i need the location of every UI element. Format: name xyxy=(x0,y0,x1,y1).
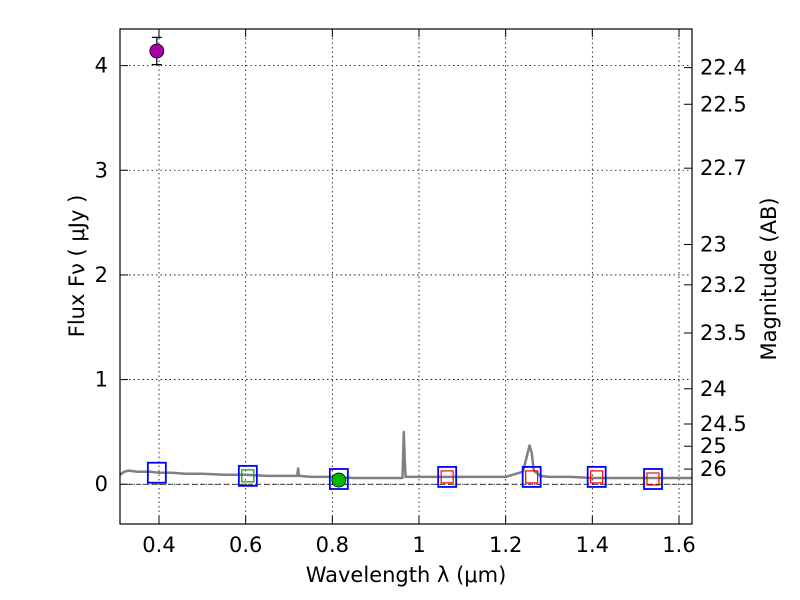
model-flux-marker xyxy=(643,468,663,490)
x-tick-label: 0.6 xyxy=(229,533,262,557)
y2-tick-label: 22.7 xyxy=(700,156,747,180)
y2-tick-label: 23.5 xyxy=(700,321,747,345)
y-tick-label: 1 xyxy=(95,368,108,392)
x-tick-label: 0.8 xyxy=(316,533,349,557)
y2-tick-label: 23.2 xyxy=(700,273,747,297)
observed-flux-marker xyxy=(440,470,454,484)
y-axis-label: Flux Fν ( μJy ) xyxy=(65,195,89,338)
plot-frame xyxy=(119,28,693,525)
plot-area xyxy=(119,36,692,490)
detection-point xyxy=(149,43,165,59)
y2-tick-label: 22.4 xyxy=(700,56,747,80)
y2-tick-label: 26 xyxy=(700,457,727,481)
x-tick-label: 1.4 xyxy=(576,533,609,557)
x-tick-label: 1.2 xyxy=(489,533,522,557)
observed-flux-marker xyxy=(525,470,539,484)
y-tick-label: 2 xyxy=(95,263,108,287)
x-tick-label: 1 xyxy=(412,533,425,557)
x-tick-label: 1.6 xyxy=(662,533,695,557)
y-tick-label: 4 xyxy=(95,54,108,78)
detection-point xyxy=(331,472,347,488)
model-flux-marker xyxy=(328,468,349,490)
observed-flux-marker xyxy=(590,470,604,484)
y2-tick-label: 24.5 xyxy=(700,412,747,436)
y2-tick-label: 22.5 xyxy=(700,92,747,116)
model-flux-marker xyxy=(146,461,167,484)
y-tick-label: 3 xyxy=(95,158,108,182)
x-tick-label: 0.4 xyxy=(142,533,175,557)
model-flux-marker xyxy=(586,466,607,488)
observed-flux-marker xyxy=(646,472,660,486)
y2-tick-label: 24 xyxy=(700,377,727,401)
observed-flux-marker xyxy=(241,469,255,483)
tick-marks xyxy=(120,29,692,524)
model-flux-marker xyxy=(521,466,542,488)
x-axis-label: Wavelength λ (μm) xyxy=(306,563,507,587)
y2-tick-label: 23 xyxy=(700,232,727,256)
y2-tick-label: 25 xyxy=(700,434,727,458)
spectrum-line xyxy=(119,430,692,480)
y-tick-label: 0 xyxy=(95,472,108,496)
model-flux-marker xyxy=(437,466,458,488)
grid-lines xyxy=(120,29,692,524)
y2-axis-label: Magnitude (AB) xyxy=(757,197,781,360)
model-flux-marker xyxy=(237,464,258,487)
